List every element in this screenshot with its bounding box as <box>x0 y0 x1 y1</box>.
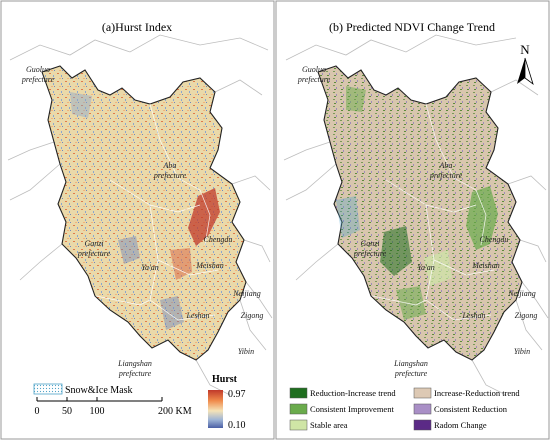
legend-label-stable-area: Stable area <box>310 420 348 430</box>
panel-a-hotspots <box>70 92 220 330</box>
hurst-max-label: 0.97 <box>228 389 246 400</box>
north-arrow-label: N <box>520 42 530 57</box>
panel-a-neighbor-boundaries <box>7 34 273 396</box>
snow-mask-label: Snow&Ice Mask <box>65 385 133 396</box>
legend-label-increase-reduction: Increase-Reduction trend <box>434 388 520 398</box>
panel-b-neighbor-boundaries <box>283 34 549 396</box>
label-meishan: Meishan <box>195 261 224 270</box>
label-aba-prefecture: prefecture <box>153 171 187 180</box>
label-b-neijiang: Neijiang <box>507 289 536 298</box>
panel-a-internal-boundaries <box>95 103 219 321</box>
label-b-liangshan: Liangshan <box>393 359 428 368</box>
label-b-chengdu: Chengdu <box>480 235 509 244</box>
label-b-aba: Aba <box>439 161 453 170</box>
label-leshan: Leshan <box>185 311 209 320</box>
label-yaan: Ya'an <box>141 263 158 272</box>
label-guoluo-prefecture: prefecture <box>21 75 55 84</box>
scale-tick-200: 200 KM <box>158 406 192 417</box>
hurst-color-ramp <box>208 390 223 428</box>
label-ganzi: Ganzi <box>84 239 103 248</box>
label-ganzi-prefecture: prefecture <box>77 249 111 258</box>
legend-swatch-reduction-increase <box>289 387 308 399</box>
panel-a-title: (a)Hurst Index <box>102 20 172 34</box>
label-b-aba-prefecture: prefecture <box>429 171 463 180</box>
panel-b-internal-boundaries <box>371 103 495 321</box>
legend-label-consistent-improvement: Consistent Improvement <box>310 404 394 414</box>
label-b-guoluo-prefecture: prefecture <box>297 75 331 84</box>
label-b-yibin: Yibin <box>514 347 530 356</box>
label-yibin: Yibin <box>238 347 254 356</box>
label-guoluo: Guoluo <box>26 65 50 74</box>
snow-mask-swatch <box>33 383 63 395</box>
label-b-ganzi-prefecture: prefecture <box>353 249 387 258</box>
panel-a-place-labels: Guoluo prefecture Aba prefecture Ganzi p… <box>21 65 263 378</box>
label-zigong: Zigong <box>241 311 264 320</box>
legend-swatch-consistent-improvement <box>289 403 308 415</box>
scale-tick-100: 100 <box>90 406 105 417</box>
legend-swatch-consistent-reduction <box>413 403 432 415</box>
label-b-liangshan-prefecture: prefecture <box>394 369 428 378</box>
legend-label-radom-change: Radom Change <box>434 420 487 430</box>
label-b-zigong: Zigong <box>515 311 538 320</box>
legend-label-reduction-increase: Reduction-Increase trend <box>310 388 396 398</box>
label-b-ganzi: Ganzi <box>360 239 379 248</box>
scale-tick-50: 50 <box>62 406 72 417</box>
ndvi-legend: Reduction-Increase trend Increase-Reduct… <box>289 387 520 431</box>
panel-b-place-labels: Guoluo prefecture Aba prefecture Ganzi p… <box>297 65 537 378</box>
label-aba: Aba <box>163 161 177 170</box>
label-b-meishan: Meishan <box>471 261 500 270</box>
north-arrow: N <box>517 42 534 86</box>
label-b-guoluo: Guoluo <box>302 65 326 74</box>
legend-label-consistent-reduction: Consistent Reduction <box>434 404 508 414</box>
panel-a-frame <box>0 0 275 440</box>
panel-a: (a)Hurst Index Guoluo prefecture Aba pre… <box>7 20 273 431</box>
panel-b-patches <box>336 86 498 320</box>
label-liangshan: Liangshan <box>117 359 152 368</box>
hurst-legend-title: Hurst <box>212 374 238 385</box>
legend-swatch-stable-area <box>289 419 308 431</box>
panel-b: (b) Predicted NDVI Change Trend N Guoluo… <box>283 20 549 431</box>
label-liangshan-prefecture: prefecture <box>118 369 152 378</box>
legend-swatch-increase-reduction <box>413 387 432 399</box>
hurst-min-label: 0.10 <box>228 420 246 431</box>
panel-b-title: (b) Predicted NDVI Change Trend <box>329 20 495 34</box>
label-chengdu: Chengdu <box>204 235 233 244</box>
legend-swatch-radom-change <box>413 419 432 431</box>
label-neijiang: Neijiang <box>232 289 261 298</box>
scale-tick-0: 0 <box>35 406 40 417</box>
label-b-leshan: Leshan <box>461 311 485 320</box>
scale-bar: 0 50 100 200 KM <box>35 397 192 417</box>
label-b-yaan: Ya'an <box>417 263 434 272</box>
panel-b-frame <box>275 0 550 440</box>
